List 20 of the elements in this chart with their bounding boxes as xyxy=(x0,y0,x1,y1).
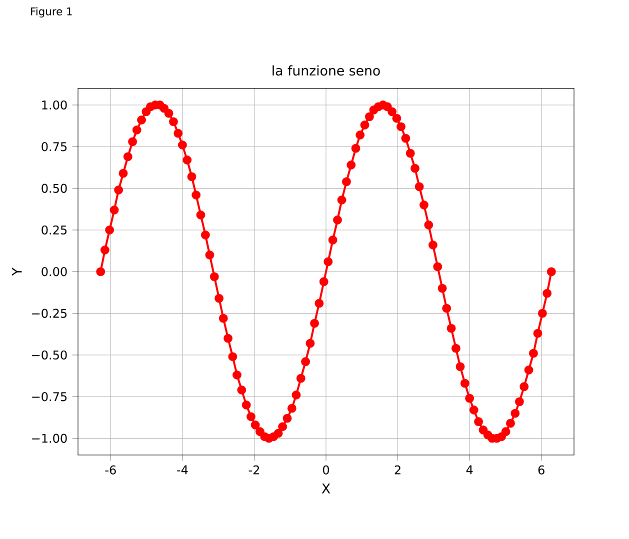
y-tick-label: −0.25 xyxy=(32,308,67,318)
x-tick-label: 2 xyxy=(394,465,400,474)
x-tick-label: -2 xyxy=(248,465,260,474)
y-tick-label: −0.50 xyxy=(32,350,67,360)
x-tick-label: 6 xyxy=(538,465,544,474)
y-tick-label: 0.00 xyxy=(42,267,67,276)
y-tick-label: 0.50 xyxy=(42,184,67,193)
y-tick-label: 1.00 xyxy=(42,100,67,110)
y-axis-title: Y xyxy=(12,268,22,276)
chart-title: la funzione seno xyxy=(272,65,380,76)
y-tick-label: 0.75 xyxy=(42,142,67,152)
x-tick-label: 4 xyxy=(466,465,473,474)
x-tick-label: -4 xyxy=(177,465,188,474)
x-tick-label: 0 xyxy=(322,465,330,474)
y-tick-label: −1.00 xyxy=(32,434,67,443)
x-tick-label: -6 xyxy=(105,465,116,474)
y-tick-label: −0.75 xyxy=(32,392,67,402)
y-tick-label: 0.25 xyxy=(42,225,67,235)
x-axis-title: X xyxy=(322,484,330,494)
caption: Figure 1 xyxy=(31,7,72,18)
